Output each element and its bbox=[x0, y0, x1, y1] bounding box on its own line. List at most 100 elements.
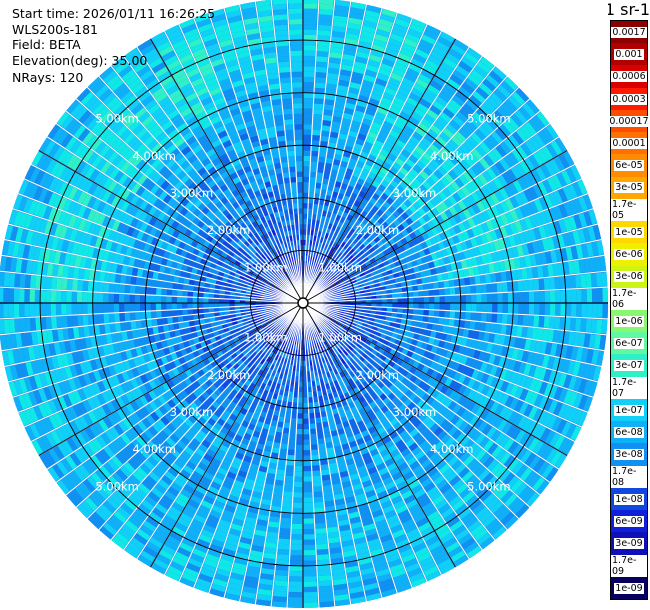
range-bin bbox=[443, 341, 451, 350]
range-bin bbox=[317, 432, 324, 439]
range-bin bbox=[396, 425, 406, 435]
range-bin bbox=[452, 479, 465, 491]
range-bin bbox=[397, 509, 410, 519]
range-bin bbox=[483, 455, 495, 468]
range-bin bbox=[327, 393, 334, 400]
range-bin bbox=[162, 426, 173, 437]
range-bin bbox=[439, 375, 449, 385]
range-bin bbox=[349, 516, 361, 525]
range-bin bbox=[334, 343, 340, 350]
range-bin bbox=[171, 396, 181, 406]
range-bin bbox=[118, 362, 127, 373]
range-bin bbox=[198, 480, 210, 491]
range-bin bbox=[294, 471, 303, 477]
range-bin bbox=[495, 323, 502, 334]
range-bin bbox=[256, 362, 263, 370]
range-bin bbox=[363, 484, 375, 493]
range-bin bbox=[355, 303, 361, 306]
range-bin bbox=[521, 326, 528, 338]
range-bin bbox=[233, 356, 241, 363]
range-bin bbox=[462, 329, 470, 338]
range-bin bbox=[320, 346, 325, 353]
range-bin bbox=[232, 370, 240, 378]
range-bin bbox=[241, 488, 253, 496]
range-bin bbox=[479, 362, 488, 373]
range-bin bbox=[405, 380, 414, 389]
range-bin bbox=[319, 601, 334, 608]
range-bin bbox=[442, 467, 454, 479]
range-bin bbox=[251, 458, 261, 466]
range-bin bbox=[224, 435, 234, 444]
range-bin bbox=[475, 340, 483, 351]
range-bin bbox=[167, 399, 176, 409]
range-bin bbox=[426, 386, 436, 396]
range-bin bbox=[471, 380, 481, 391]
range-bin bbox=[121, 331, 128, 341]
range-bin bbox=[214, 453, 224, 463]
range-bin bbox=[392, 387, 401, 396]
range-bin bbox=[314, 507, 325, 514]
range-bin bbox=[573, 332, 581, 346]
range-bin bbox=[124, 284, 131, 294]
range-bin bbox=[274, 404, 281, 411]
range-bin bbox=[154, 408, 164, 419]
range-bin bbox=[110, 353, 118, 365]
range-bin bbox=[392, 453, 403, 463]
range-bin bbox=[213, 409, 223, 418]
range-bin bbox=[595, 319, 603, 334]
range-bin bbox=[182, 309, 188, 316]
range-bin bbox=[465, 312, 472, 321]
range-bin bbox=[180, 348, 188, 357]
range-bin bbox=[162, 382, 171, 392]
range-bin bbox=[308, 397, 314, 403]
range-bin bbox=[323, 426, 330, 433]
range-bin bbox=[153, 397, 163, 408]
range-bin bbox=[327, 414, 334, 422]
range-bin bbox=[282, 501, 292, 508]
range-bin bbox=[401, 490, 413, 500]
range-bin bbox=[315, 380, 321, 387]
range-bin bbox=[315, 325, 319, 332]
range-bin bbox=[269, 357, 275, 364]
range-bin bbox=[328, 457, 337, 464]
range-bin bbox=[337, 314, 343, 318]
range-bin bbox=[131, 367, 140, 378]
range-bin bbox=[534, 303, 540, 315]
range-bin bbox=[208, 303, 214, 308]
range-bin bbox=[482, 472, 494, 485]
range-bin bbox=[479, 408, 490, 420]
range-bin bbox=[443, 367, 452, 377]
range-bin bbox=[173, 359, 181, 368]
range-bin bbox=[115, 352, 123, 363]
range-bin bbox=[278, 326, 284, 332]
range-bin bbox=[569, 317, 577, 331]
range-bin bbox=[354, 379, 362, 387]
range-bin bbox=[319, 352, 324, 358]
range-bin bbox=[247, 375, 255, 383]
range-bin bbox=[277, 338, 282, 344]
range-bin bbox=[438, 405, 448, 416]
range-bin bbox=[303, 402, 309, 409]
range-bin bbox=[229, 306, 235, 311]
range-bin bbox=[92, 314, 99, 325]
range-bin bbox=[31, 261, 38, 275]
range-bin bbox=[178, 412, 188, 422]
range-bin bbox=[218, 307, 225, 312]
range-bin bbox=[241, 591, 257, 599]
range-bin bbox=[221, 439, 231, 449]
range-bin bbox=[39, 453, 52, 469]
range-bin bbox=[390, 524, 403, 534]
range-bin bbox=[504, 395, 515, 408]
range-bin bbox=[329, 334, 335, 340]
range-bin bbox=[95, 469, 108, 482]
range-bin bbox=[282, 427, 290, 434]
range-bin bbox=[160, 356, 169, 365]
range-bin bbox=[48, 415, 59, 429]
range-bin bbox=[283, 422, 290, 429]
range-bin bbox=[226, 499, 238, 508]
range-bin bbox=[179, 542, 194, 553]
range-bin bbox=[246, 361, 254, 369]
range-bin bbox=[442, 408, 452, 419]
range-bin bbox=[416, 340, 423, 348]
range-bin bbox=[125, 321, 132, 331]
